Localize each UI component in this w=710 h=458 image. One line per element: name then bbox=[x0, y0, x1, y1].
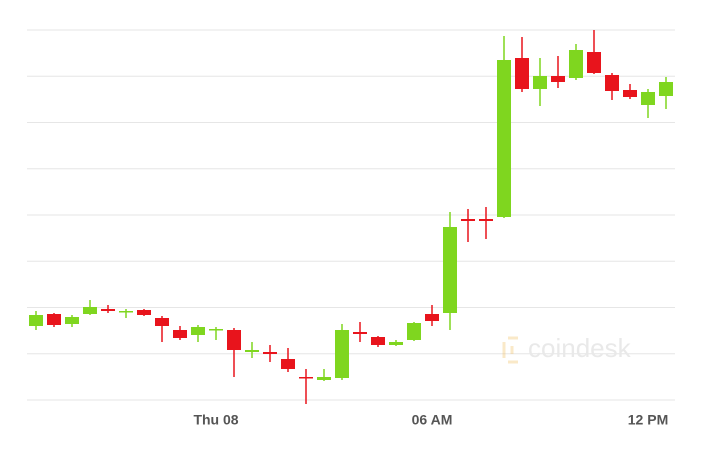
candle-body bbox=[245, 350, 259, 352]
candle-body bbox=[263, 352, 277, 354]
candle-body bbox=[587, 52, 601, 73]
candle-body bbox=[479, 219, 493, 221]
candle-body bbox=[65, 317, 79, 324]
candle-body bbox=[407, 323, 421, 340]
candle-body bbox=[173, 330, 187, 338]
x-tick-label: Thu 08 bbox=[193, 412, 238, 428]
watermark-logo bbox=[502, 336, 518, 364]
candle-body bbox=[569, 50, 583, 78]
candle-body bbox=[155, 318, 169, 326]
candle-body bbox=[641, 92, 655, 105]
candle-body bbox=[209, 329, 223, 331]
candle-body bbox=[425, 314, 439, 321]
x-tick-label: 12 PM bbox=[628, 412, 668, 428]
watermark: coindesk bbox=[528, 333, 632, 363]
candle-body bbox=[623, 90, 637, 97]
candle-body bbox=[83, 307, 97, 314]
candle-body bbox=[461, 219, 475, 221]
candle-body bbox=[191, 327, 205, 335]
candle-body bbox=[227, 330, 241, 350]
candle-body bbox=[659, 82, 673, 96]
candle-body bbox=[515, 58, 529, 89]
candle-body bbox=[119, 311, 133, 313]
candle-body bbox=[317, 377, 331, 380]
candle-body bbox=[389, 342, 403, 345]
candle-body bbox=[101, 309, 115, 311]
candle-body bbox=[371, 337, 385, 345]
candle-body bbox=[29, 315, 43, 326]
candle-body bbox=[605, 75, 619, 91]
candle-body bbox=[533, 76, 547, 89]
candle-body bbox=[299, 377, 313, 379]
candle-body bbox=[443, 227, 457, 313]
candle-body bbox=[47, 314, 61, 325]
x-tick-label: 06 AM bbox=[412, 412, 453, 428]
candle-body bbox=[551, 76, 565, 82]
candle-body bbox=[137, 310, 151, 315]
candle-body bbox=[281, 359, 295, 369]
candle-body bbox=[353, 332, 367, 334]
candle-body bbox=[335, 330, 349, 378]
candle-body bbox=[497, 60, 511, 217]
